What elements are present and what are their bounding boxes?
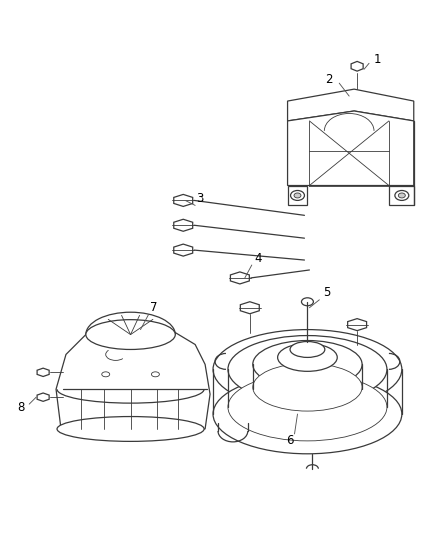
Polygon shape [230,272,249,284]
Polygon shape [37,393,49,401]
Text: 3: 3 [196,192,204,205]
Text: 5: 5 [324,286,331,300]
Text: 4: 4 [254,252,261,264]
Ellipse shape [290,190,304,200]
Ellipse shape [213,329,402,409]
Polygon shape [351,61,363,71]
Text: 1: 1 [373,53,381,66]
Polygon shape [174,195,193,206]
Ellipse shape [253,341,362,388]
Ellipse shape [395,190,409,200]
Ellipse shape [301,298,314,306]
Text: 6: 6 [286,434,293,447]
Polygon shape [288,111,414,185]
Ellipse shape [86,320,175,350]
Polygon shape [348,319,367,330]
Polygon shape [56,325,210,429]
Ellipse shape [398,193,405,198]
Text: 7: 7 [150,301,157,314]
Ellipse shape [57,417,204,441]
Polygon shape [288,185,307,205]
Polygon shape [174,244,193,256]
Ellipse shape [294,193,301,198]
Polygon shape [240,302,259,314]
Ellipse shape [228,373,387,441]
Polygon shape [37,368,49,376]
Ellipse shape [213,374,402,454]
Ellipse shape [152,372,159,377]
Ellipse shape [228,336,387,403]
Ellipse shape [102,372,110,377]
Text: 2: 2 [325,72,333,86]
Polygon shape [389,185,414,205]
Ellipse shape [278,343,337,372]
Polygon shape [174,219,193,231]
Text: 8: 8 [18,401,25,414]
Polygon shape [288,89,414,121]
Ellipse shape [290,342,325,358]
Ellipse shape [253,364,362,411]
